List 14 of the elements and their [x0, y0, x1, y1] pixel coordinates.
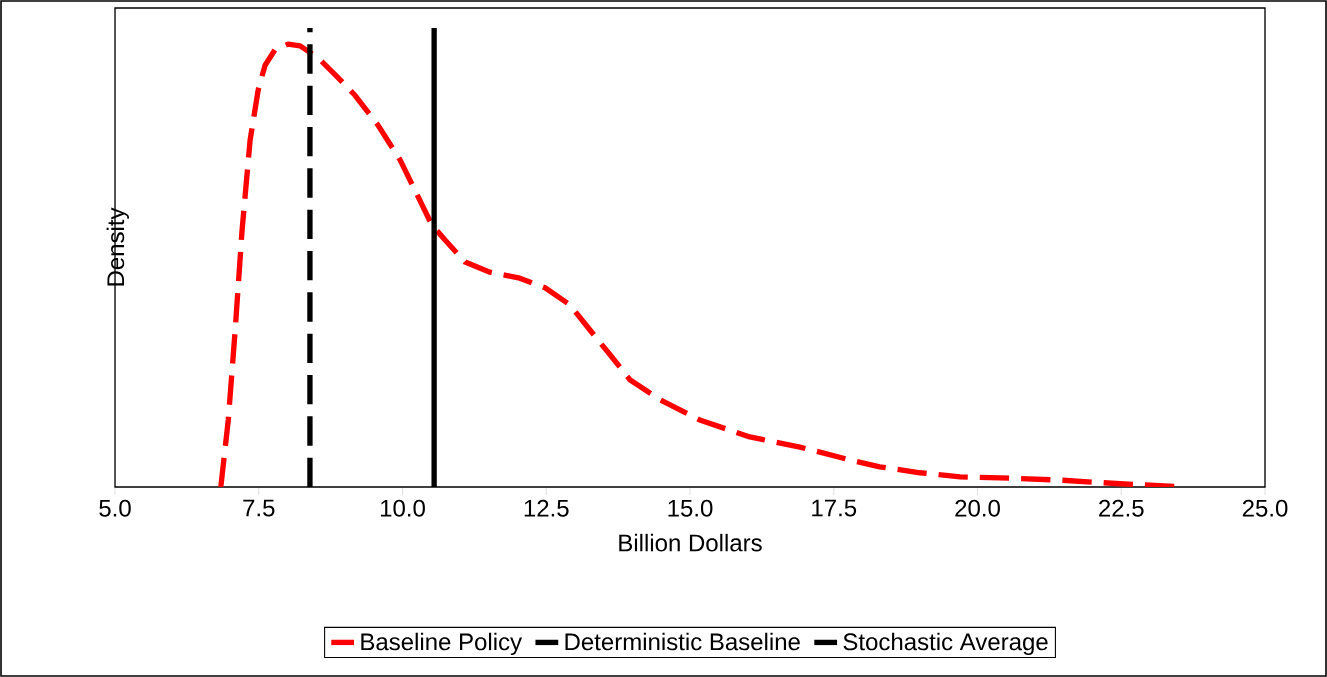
x-tick-label: 15.0 [668, 499, 713, 517]
y-axis-title: Density [106, 207, 129, 286]
legend-label: Stochastic Average [843, 632, 1048, 656]
x-axis-title: Billion Dollars [619, 533, 762, 552]
x-tick-label: 10.0 [380, 499, 425, 517]
x-tick-label: 22.5 [1099, 499, 1144, 517]
legend-label: Baseline Policy [361, 632, 523, 656]
x-tick-label: 17.5 [812, 499, 857, 517]
x-tick-label: 12.5 [524, 499, 569, 517]
x-tick-label: 7.5 [243, 499, 275, 517]
x-tick-label: 25.0 [1242, 499, 1288, 517]
legend-label: Deterministic Baseline [565, 632, 800, 651]
x-tick-label: 20.0 [955, 499, 1000, 517]
x-tick-label: 5.0 [99, 499, 131, 517]
